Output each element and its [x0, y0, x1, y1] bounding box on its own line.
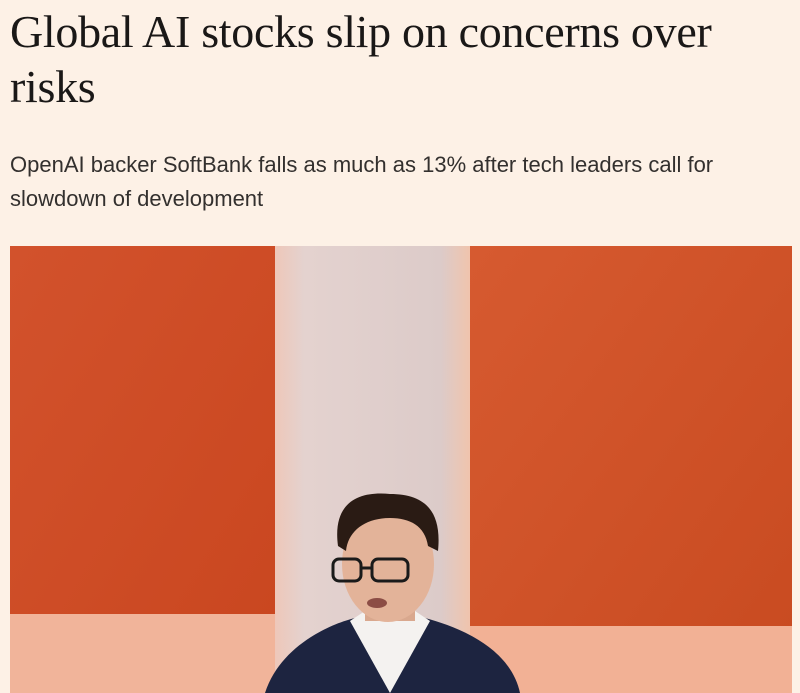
standfirst: OpenAI backer SoftBank falls as much as … — [10, 152, 714, 211]
headline: Global AI stocks slip on concerns over r… — [10, 6, 712, 112]
article-photo — [10, 246, 792, 693]
